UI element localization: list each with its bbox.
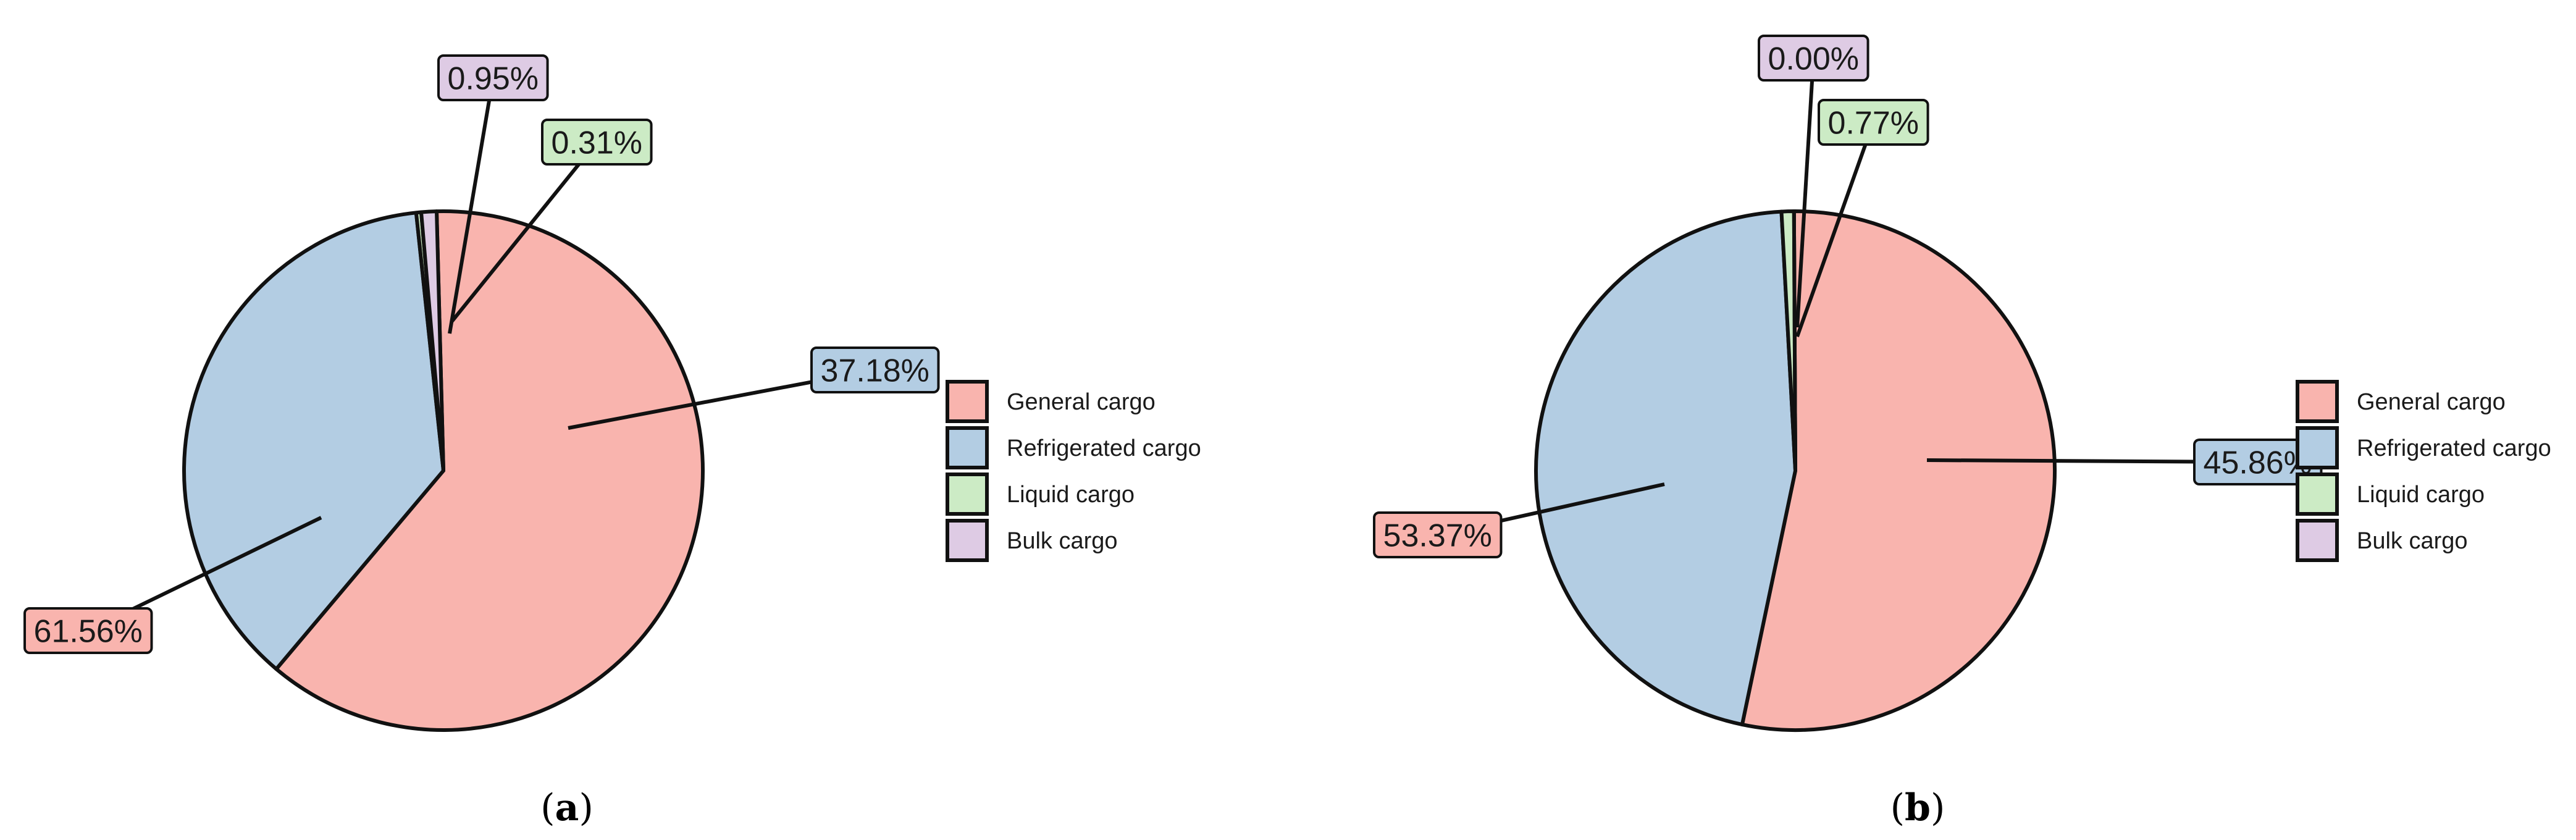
leader-line — [450, 141, 598, 322]
legend-item-refrigerated-cargo: Refrigerated cargo — [946, 426, 1201, 469]
value-label-box — [23, 607, 153, 654]
legend-item-liquid-cargo: Liquid cargo — [946, 472, 1135, 516]
value-label-liquid-cargo: 0.77% — [1795, 99, 1929, 338]
value-label-general-cargo: 61.56% — [23, 516, 322, 654]
legend-label: Bulk cargo — [2357, 528, 2468, 554]
value-label-box — [437, 54, 549, 101]
legend-label: General cargo — [2357, 389, 2506, 415]
leader-line — [1795, 57, 1816, 328]
value-label-text: 37.18% — [821, 353, 929, 389]
value-label-text: 0.95% — [448, 61, 539, 97]
value-label-liquid-cargo: 0.31% — [450, 119, 653, 322]
legend-swatch — [2296, 519, 2339, 562]
value-label-box — [810, 346, 940, 393]
legend-item-bulk-cargo: Bulk cargo — [2296, 519, 2468, 562]
legend-item-bulk-cargo: Bulk cargo — [946, 519, 1118, 562]
legend-swatch — [2296, 472, 2339, 516]
value-label-text: 0.77% — [1828, 106, 1919, 141]
legend-swatch — [946, 472, 989, 516]
legend: General cargo Refrigerated cargo Liquid ca… — [946, 380, 1201, 562]
leader-line — [1795, 121, 1876, 338]
panel-letter: b — [1905, 786, 1931, 830]
value-label-text: 53.37% — [1383, 518, 1492, 554]
leader-line — [448, 77, 495, 334]
value-label-bulk-cargo: 0.95% — [437, 54, 549, 334]
value-label-box — [1758, 35, 1869, 82]
value-label-refrigerated-cargo: 45.86% — [1926, 439, 2323, 485]
pie-panel-b: 53.37% 45.86% 0.77% 0.00% General cargo Refri… — [1373, 35, 2551, 830]
legend-item-refrigerated-cargo: Refrigerated cargo — [2296, 426, 2551, 469]
panel-caption: (a) — [540, 786, 594, 830]
legend-label: Refrigerated cargo — [2357, 435, 2551, 461]
legend-item-general-cargo: General cargo — [2296, 380, 2506, 423]
pie-slice-refrigerated-cargo — [182, 211, 445, 671]
pie-slice-general-cargo — [274, 209, 705, 732]
panel-caption: (b) — [1890, 786, 1945, 830]
legend: General cargo Refrigerated cargo Liquid ca… — [2296, 380, 2551, 562]
legend-item-liquid-cargo: Liquid cargo — [2296, 472, 2485, 516]
legend-swatch — [946, 426, 989, 469]
legend-label: General cargo — [1007, 389, 1156, 415]
value-label-refrigerated-cargo: 37.18% — [568, 346, 940, 430]
value-label-box — [541, 119, 653, 166]
legend-swatch — [2296, 380, 2339, 423]
legend-swatch — [946, 380, 989, 423]
pie-panel-a: 61.56% 37.18% 0.31% 0.95% General cargo Refri… — [23, 54, 1201, 830]
pie-slice-bulk-cargo — [1792, 211, 1797, 471]
pie-slice-refrigerated-cargo — [1534, 209, 1797, 727]
legend-label: Refrigerated cargo — [1007, 435, 1201, 461]
pie-slice-general-cargo — [1740, 209, 2057, 732]
value-label-box — [1373, 511, 1503, 558]
value-label-bulk-cargo: 0.00% — [1758, 35, 1869, 328]
legend-swatch — [946, 519, 989, 562]
legend-label: Liquid cargo — [2357, 482, 2485, 508]
pie-slices — [182, 209, 705, 732]
legend-label: Bulk cargo — [1007, 528, 1118, 554]
value-label-text: 61.56% — [34, 614, 143, 650]
panel-letter: a — [555, 786, 579, 830]
value-label-box — [1818, 99, 1929, 146]
legend-swatch — [2296, 426, 2339, 469]
value-label-text: 0.00% — [1768, 41, 1859, 77]
value-label-text: 45.86% — [2204, 445, 2312, 481]
pie-slice-bulk-cargo — [419, 209, 445, 472]
legend-label: Liquid cargo — [1007, 482, 1135, 508]
pie-slices — [1534, 209, 2057, 732]
value-label-general-cargo: 53.37% — [1373, 482, 1665, 558]
value-label-text: 0.31% — [552, 125, 642, 161]
legend-item-general-cargo: General cargo — [946, 380, 1156, 423]
